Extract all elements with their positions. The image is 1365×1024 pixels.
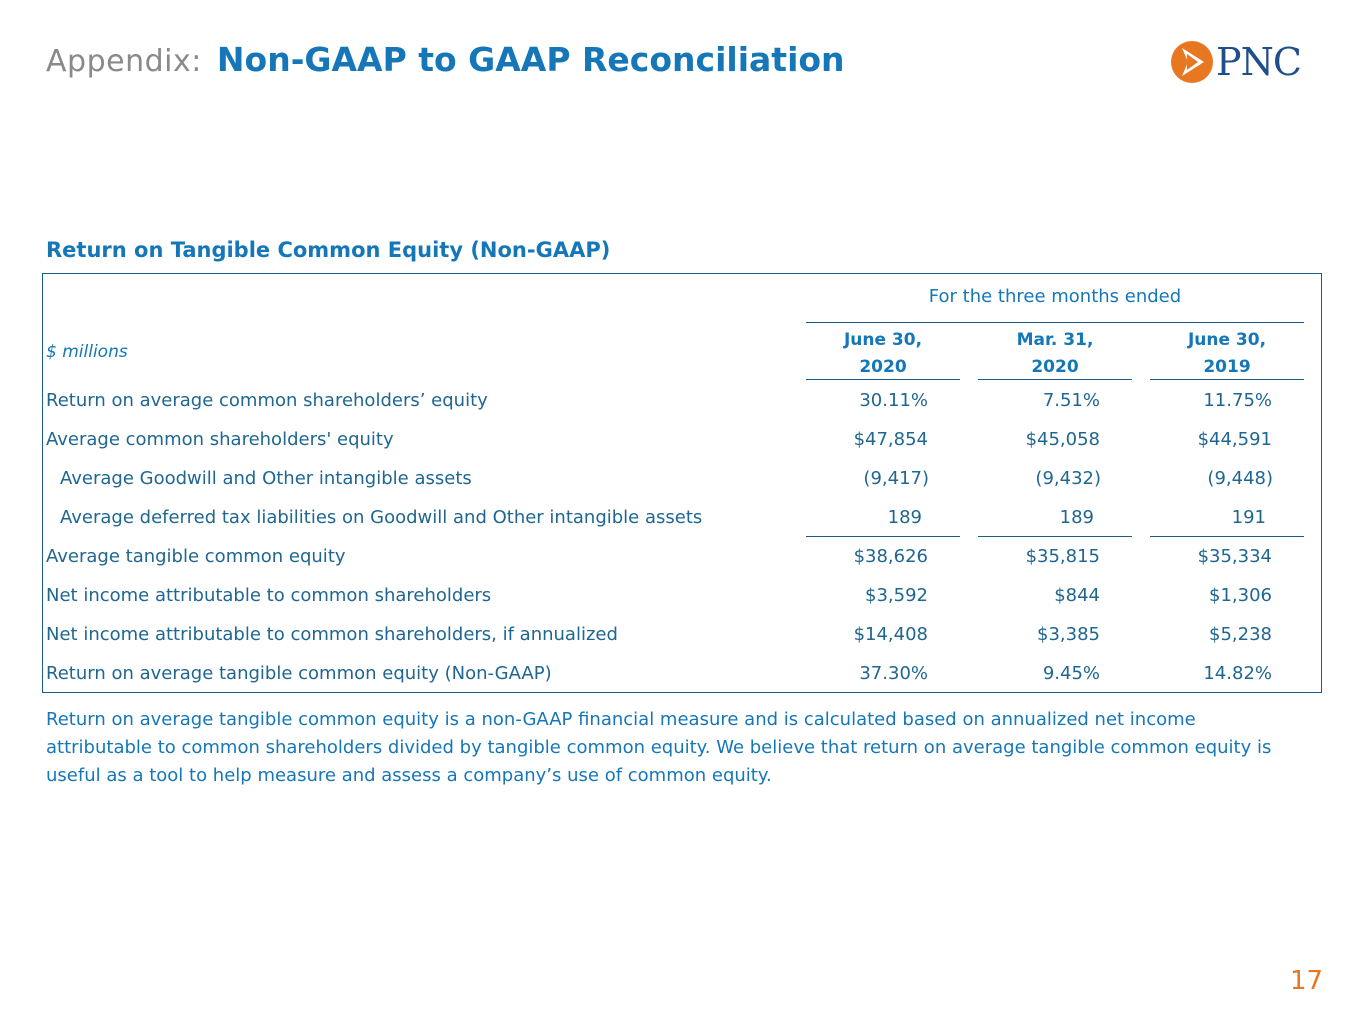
table-row: Return on average common shareholders’ e… — [46, 382, 1306, 421]
table-row: Average common shareholders' equity $47,… — [46, 421, 1306, 460]
row-value: $35,815 — [1025, 546, 1100, 567]
column-header-line1: June 30, — [1187, 330, 1267, 350]
logo-text: PNC — [1216, 40, 1302, 84]
column-header-line2: 2020 — [1031, 357, 1079, 377]
row-value: 14.82% — [1203, 663, 1272, 684]
header-prefix: Appendix: — [46, 44, 202, 79]
row-value: 189 — [1059, 507, 1094, 528]
table-row: Net income attributable to common shareh… — [46, 616, 1306, 655]
row-value: (9,417) — [863, 468, 929, 489]
row-value: 37.30% — [859, 663, 928, 684]
pnc-logo: PNC — [1170, 40, 1302, 84]
footnote: Return on average tangible common equity… — [46, 709, 1272, 786]
header-rule — [806, 379, 960, 380]
row-value: $47,854 — [853, 429, 928, 450]
row-value: 191 — [1231, 507, 1266, 528]
row-value: $3,385 — [1037, 624, 1100, 645]
row-label: Average deferred tax liabilities on Good… — [60, 507, 703, 528]
row-value: (9,448) — [1207, 468, 1273, 489]
table-row: Return on average tangible common equity… — [46, 655, 1306, 694]
row-value: $44,591 — [1197, 429, 1272, 450]
pnc-logo-icon — [1171, 41, 1213, 83]
subtotal-rule — [1150, 536, 1304, 537]
row-value: $3,592 — [865, 585, 928, 606]
column-header-line1: Mar. 31, — [1016, 330, 1094, 350]
subtotal-rule — [806, 536, 960, 537]
period-header: For the three months ended — [928, 286, 1182, 307]
period-underline — [806, 322, 1304, 323]
slide-header: Appendix: Non-GAAP to GAAP Reconciliatio… — [46, 40, 845, 79]
row-value: 11.75% — [1203, 390, 1272, 411]
row-label: Average Goodwill and Other intangible as… — [60, 468, 472, 489]
column-header-mar-2020: Mar. 31, 2020 — [978, 327, 1132, 381]
row-label: Return on average tangible common equity… — [46, 663, 552, 684]
row-value: $38,626 — [853, 546, 928, 567]
row-label: Return on average common shareholders’ e… — [46, 390, 488, 411]
subtotal-rule — [978, 536, 1132, 537]
row-value: 189 — [887, 507, 922, 528]
column-header-line2: 2019 — [1203, 357, 1251, 377]
row-value: $14,408 — [853, 624, 928, 645]
row-value: $844 — [1054, 585, 1100, 606]
row-value: (9,432) — [1035, 468, 1101, 489]
section-title: Return on Tangible Common Equity (Non-GA… — [46, 238, 611, 262]
row-value: $45,058 — [1025, 429, 1100, 450]
row-label: Net income attributable to common shareh… — [46, 624, 618, 645]
table-row: Average deferred tax liabilities on Good… — [46, 499, 1306, 538]
column-header-june-2020: June 30, 2020 — [806, 327, 960, 381]
row-value: $35,334 — [1197, 546, 1272, 567]
row-label: Average common shareholders' equity — [46, 429, 394, 450]
row-value: 30.11% — [859, 390, 928, 411]
header-rule — [1150, 379, 1304, 380]
column-header-june-2019: June 30, 2019 — [1150, 327, 1304, 381]
row-value: 9.45% — [1042, 663, 1100, 684]
row-value: $5,238 — [1209, 624, 1272, 645]
row-label: Average tangible common equity — [46, 546, 346, 567]
row-value: 7.51% — [1042, 390, 1100, 411]
page-title: Non-GAAP to GAAP Reconciliation — [216, 40, 845, 79]
page-number: 17 — [1290, 966, 1324, 996]
table-row: Average tangible common equity $38,626 $… — [46, 538, 1306, 577]
column-header-line1: June 30, — [843, 330, 923, 350]
table-row: Net income attributable to common shareh… — [46, 577, 1306, 616]
column-header-line2: 2020 — [859, 357, 907, 377]
reconciliation-table — [42, 273, 1322, 693]
row-value: $1,306 — [1209, 585, 1272, 606]
unit-label: $ millions — [46, 342, 128, 362]
row-label: Net income attributable to common shareh… — [46, 585, 492, 606]
header-rule — [978, 379, 1132, 380]
table-row: Average Goodwill and Other intangible as… — [46, 460, 1306, 499]
